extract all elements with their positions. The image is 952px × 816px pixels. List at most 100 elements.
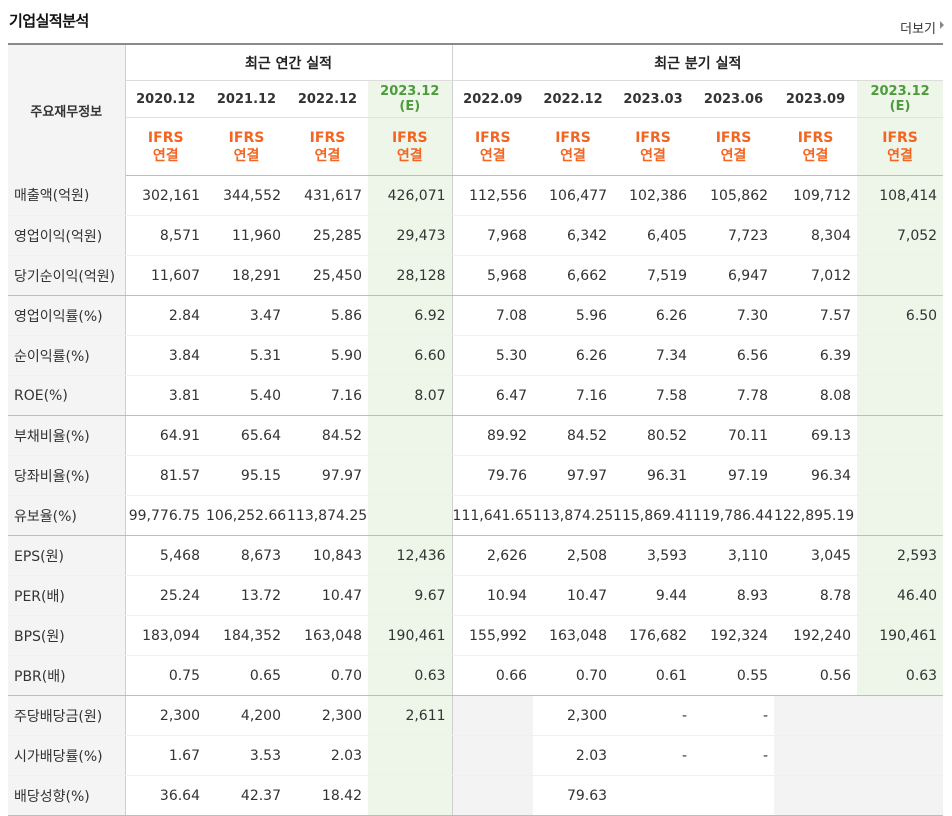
ifrs-standard: IFRS — [474, 129, 511, 146]
column-date: 2022.12 — [533, 80, 614, 118]
row-label: ROE(%) — [8, 375, 126, 416]
table-cell: 84.52 — [533, 415, 614, 456]
table-cell — [368, 415, 453, 456]
table-cell: 96.31 — [613, 455, 694, 496]
column-date-label: 2023.12 — [870, 84, 930, 99]
column-date: 2023.12 (E) — [857, 80, 944, 118]
table-row: 순이익률(%) 3.84 5.31 5.90 6.60 5.30 6.26 7.34 6.56 6… — [8, 335, 944, 376]
table-cell: 6.50 — [857, 295, 944, 336]
table-cell: 163,048 — [287, 615, 368, 656]
table-cell: 3.81 — [125, 375, 206, 416]
column-date-label: 2021.12 — [216, 91, 277, 107]
table-cell: 9.44 — [613, 575, 694, 616]
table-row: 주당배당금(원) 2,300 4,200 2,300 2,611 2,300- - — [8, 695, 944, 736]
row-label: 영업이익률(%) — [8, 295, 126, 336]
table-row: PBR(배) 0.75 0.65 0.70 0.63 0.66 0.70 0.61 0.55 0.… — [8, 655, 944, 696]
table-cell: 25,285 — [287, 215, 368, 256]
table-cell — [774, 775, 858, 816]
table-cell: 46.40 — [857, 575, 944, 616]
table-cell: 8.08 — [774, 375, 858, 416]
ifrs-consolidated: 연결 — [887, 147, 913, 164]
table-cell: 3,110 — [693, 535, 775, 576]
ifrs-standard: IFRS — [635, 129, 671, 146]
table-cell: 2,508 — [533, 535, 614, 576]
table-cell: 4,200 — [206, 695, 287, 736]
table-cell: 2.03 — [533, 735, 614, 776]
table-cell: 96.34 — [774, 455, 858, 496]
table-cell: 89.92 — [452, 415, 534, 456]
table-cell: 192,324 — [693, 615, 775, 656]
table-cell: 0.70 — [533, 655, 614, 696]
table-cell: 102,386 — [613, 175, 694, 216]
table-cell: - — [693, 735, 775, 776]
column-date-label: 2023.06 — [703, 91, 764, 107]
table-cell: 5,968 — [452, 255, 534, 296]
ifrs-label: IFRS 연결 — [613, 117, 694, 176]
table-cell: 0.63 — [857, 655, 944, 696]
table-cell: 69.13 — [774, 415, 858, 456]
row-label: 당기순이익(억원) — [8, 255, 126, 296]
table-cell — [857, 335, 944, 376]
table-cell: 6.26 — [533, 335, 614, 376]
table-cell: 7.57 — [774, 295, 858, 336]
table-cell: 0.55 — [693, 655, 775, 696]
table-cell: 97.97 — [287, 455, 368, 496]
row-label: EPS(원) — [8, 535, 126, 576]
table-cell: - — [693, 695, 775, 736]
table-cell — [368, 775, 453, 816]
more-link[interactable]: 더보기 — [900, 22, 936, 37]
ifrs-consolidated: 연결 — [640, 147, 666, 164]
table-cell: 6.60 — [368, 335, 453, 376]
ifrs-consolidated: 연결 — [479, 147, 506, 164]
ifrs-label: IFRS 연결 — [857, 117, 944, 176]
table-cell: 426,071 — [368, 175, 453, 216]
table-cell — [857, 695, 944, 736]
table-cell — [857, 455, 944, 496]
table-cell: 106,252.66 — [206, 495, 287, 536]
table-row: 배당성향(%) 36.64 42.37 18.42 79.63 — [8, 775, 944, 816]
table-cell — [452, 775, 534, 816]
table-cell: 7.34 — [613, 335, 694, 376]
table-cell: 119,786.44 — [693, 495, 775, 536]
table-cell: 7,723 — [693, 215, 775, 256]
table-cell: 190,461 — [857, 615, 944, 656]
ifrs-standard: IFRS — [882, 129, 918, 146]
table-cell: 176,682 — [613, 615, 694, 656]
estimate-mark: (E) — [399, 99, 421, 114]
table-cell: 192,240 — [774, 615, 858, 656]
table-cell — [452, 695, 534, 736]
table-row: 당좌비율(%) 81.57 95.15 97.97 79.76 97.97 96.31 97.… — [8, 455, 944, 496]
table-cell: 6.56 — [693, 335, 775, 376]
ifrs-label: IFRS 연결 — [533, 117, 614, 176]
ifrs-standard: IFRS — [309, 129, 346, 146]
chevron-right-icon[interactable] — [940, 21, 944, 29]
table-cell: 2,300 — [125, 695, 206, 736]
table-cell: 113,874.25 — [287, 495, 368, 536]
quarter-header: 최근 분기 실적 — [452, 43, 944, 81]
row-label: 주당배당금(원) — [8, 695, 126, 736]
table-cell: 2,300 — [533, 695, 614, 736]
table-cell — [368, 455, 453, 496]
table-cell: 7.78 — [693, 375, 775, 416]
column-date: 2021.12 — [206, 80, 287, 118]
column-date: 2023.09 — [774, 80, 858, 118]
table-cell: 163,048 — [533, 615, 614, 656]
table-cell: 5.86 — [287, 295, 368, 336]
table-cell: 3,593 — [613, 535, 694, 576]
table-cell: 7.08 — [452, 295, 534, 336]
table-cell: 9.67 — [368, 575, 453, 616]
table-cell: 36.64 — [125, 775, 206, 816]
table-cell: 10,843 — [287, 535, 368, 576]
table-cell: 7,052 — [857, 215, 944, 256]
table-cell: 25.24 — [125, 575, 206, 616]
column-date-label: 2022.09 — [463, 91, 523, 107]
ifrs-label: IFRS 연결 — [774, 117, 858, 176]
table-cell: 431,617 — [287, 175, 368, 216]
row-header: 주요재무정보 — [8, 43, 126, 176]
column-date-label: 2022.12 — [543, 91, 603, 107]
table-cell: 5.30 — [452, 335, 534, 376]
table-cell: 70.11 — [693, 415, 775, 456]
row-label: 유보율(%) — [8, 495, 126, 536]
ifrs-standard: IFRS — [797, 129, 834, 146]
table-cell: 0.75 — [125, 655, 206, 696]
